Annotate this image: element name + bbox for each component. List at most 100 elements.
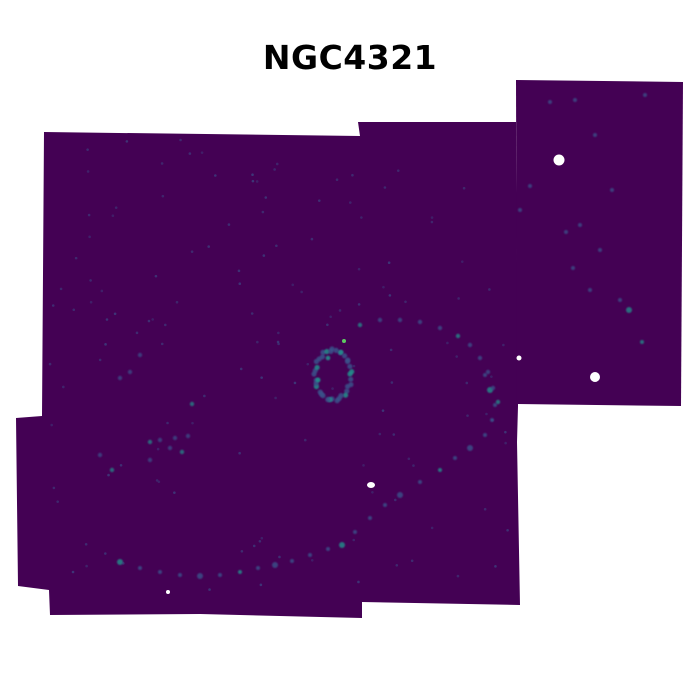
emission-clump — [74, 256, 78, 260]
emission-clump — [528, 184, 532, 188]
mosaic-tile-northeast — [516, 80, 683, 406]
emission-clump — [207, 245, 211, 248]
emission-clump — [262, 254, 266, 257]
emission-clump — [51, 304, 55, 307]
emission-clump — [84, 542, 88, 546]
emission-clump — [490, 418, 494, 422]
emission-clump — [147, 457, 153, 463]
emission-clump — [157, 437, 163, 443]
emission-clump — [457, 297, 460, 300]
emission-clump — [258, 539, 262, 543]
emission-clump — [155, 479, 159, 482]
emission-clumps — [48, 93, 647, 591]
emission-clump — [259, 583, 263, 587]
emission-clump — [275, 162, 279, 166]
emission-clump — [240, 550, 244, 553]
emission-clump — [191, 421, 194, 425]
emission-clump — [274, 396, 277, 400]
emission-clump — [518, 208, 522, 212]
emission-clump — [276, 340, 280, 344]
emission-clump — [117, 375, 123, 381]
emission-clump — [387, 261, 391, 264]
emission-clump — [56, 500, 59, 503]
emission-clump — [466, 414, 469, 417]
emission-clump — [502, 343, 505, 347]
emission-clump — [640, 340, 644, 344]
emission-clump — [404, 300, 407, 304]
emission-clump — [114, 206, 118, 209]
emission-clump — [353, 530, 357, 534]
emission-clump — [197, 573, 203, 579]
emission-clump — [185, 433, 191, 439]
emission-clump — [344, 388, 350, 394]
emission-clump — [308, 553, 312, 557]
emission-clump — [306, 362, 310, 366]
emission-clump — [412, 464, 415, 467]
emission-clump — [418, 480, 422, 484]
emission-clump — [72, 308, 76, 312]
emission-clump — [319, 354, 326, 360]
emission-clump — [85, 564, 88, 568]
emission-clump — [154, 274, 158, 278]
emission-clump — [626, 307, 632, 313]
emission-clump — [571, 266, 575, 270]
emission-clump — [100, 289, 104, 293]
emission-clump — [52, 486, 56, 490]
emission-clump — [189, 401, 195, 407]
emission-clump — [303, 438, 307, 442]
emission-clump — [344, 358, 351, 365]
masked-hole — [166, 590, 170, 594]
emission-clump — [315, 377, 321, 383]
emission-clump — [97, 452, 103, 458]
emission-clump — [483, 373, 487, 377]
emission-clump — [348, 376, 354, 382]
emission-clump — [238, 282, 242, 286]
emission-clump — [208, 588, 211, 591]
emission-clump — [277, 331, 280, 335]
emission-clump — [111, 214, 115, 218]
emission-clump — [467, 342, 473, 348]
emission-clump — [352, 364, 356, 368]
emission-clump — [347, 363, 353, 370]
emission-clump — [125, 140, 129, 143]
mosaic-tile-main — [16, 122, 520, 618]
emission-clump — [333, 347, 339, 353]
emission-clump — [172, 435, 178, 441]
emission-clump — [564, 230, 568, 234]
emission-clump — [89, 279, 92, 282]
emission-clump — [460, 260, 464, 263]
emission-clump — [456, 574, 460, 578]
emission-clump — [291, 283, 295, 287]
emission-clump — [462, 186, 466, 190]
emission-clump — [341, 353, 348, 359]
emission-clump — [455, 355, 458, 358]
emission-clump — [273, 168, 276, 171]
emission-clump — [348, 201, 352, 204]
emission-clump — [493, 403, 497, 407]
emission-clump — [50, 423, 54, 427]
masked-holes — [166, 154, 600, 594]
emission-clump — [104, 343, 107, 346]
emission-clump — [278, 555, 281, 559]
emission-clump — [113, 312, 117, 316]
emission-clump — [272, 562, 278, 568]
emission-clump — [390, 381, 394, 384]
emission-clump — [338, 349, 344, 355]
emission-clump — [161, 194, 165, 198]
emission-clump — [290, 559, 294, 563]
emission-clump — [218, 573, 222, 577]
emission-clump — [86, 170, 90, 173]
emission-clump — [378, 432, 382, 436]
emission-clump — [430, 216, 434, 219]
emission-clump — [588, 288, 592, 292]
emission-clump — [371, 490, 374, 494]
emission-clump — [88, 235, 91, 239]
mosaic-footprint — [16, 80, 683, 618]
emission-clump — [430, 220, 434, 224]
figure-title: NGC4321 — [262, 38, 438, 77]
emission-clump — [256, 340, 259, 344]
emission-clump — [137, 352, 143, 358]
emission-clump — [251, 179, 255, 183]
emission-clump — [98, 358, 102, 362]
emission-clump — [438, 468, 442, 472]
